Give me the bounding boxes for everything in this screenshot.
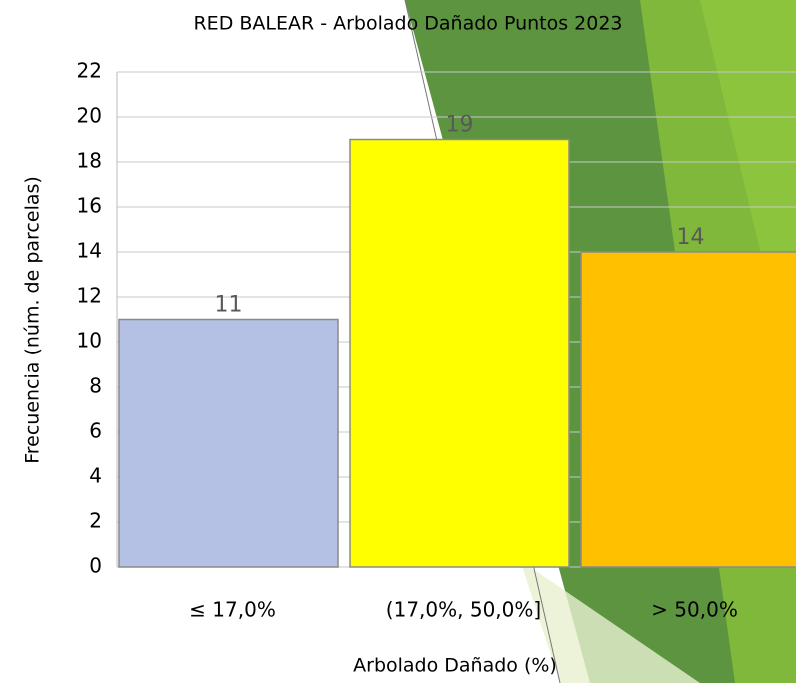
y-tick-label: 10 [77, 329, 102, 353]
y-tick-label: 20 [77, 104, 102, 128]
data-label: 14 [677, 225, 705, 250]
chart-title: RED BALEAR - Arbolado Dañado Puntos 2023 [193, 13, 622, 35]
y-tick-label: 2 [89, 509, 102, 533]
y-tick-label: 12 [77, 284, 102, 308]
y-axis-title: Frecuencia (núm. de parcelas) [22, 176, 44, 464]
y-tick-label: 6 [89, 419, 102, 443]
y-tick-label: 22 [77, 59, 102, 83]
y-tick-label: 0 [89, 554, 102, 578]
x-tick-label: ≤ 17,0% [189, 598, 276, 622]
y-tick-label: 16 [77, 194, 102, 218]
y-tick-label: 14 [77, 239, 102, 263]
x-tick-label: > 50,0% [651, 598, 738, 622]
y-tick-label: 8 [89, 374, 102, 398]
x-tick-label: (17,0%, 50,0%] [386, 598, 541, 622]
bar [580, 251, 796, 568]
x-axis-title: Arbolado Dañado (%) [353, 655, 557, 677]
bar [349, 138, 570, 568]
y-tick-label: 4 [89, 464, 102, 488]
data-label: 11 [215, 293, 243, 318]
data-label: 19 [446, 113, 474, 138]
y-tick-label: 18 [77, 149, 102, 173]
bar [118, 318, 339, 568]
